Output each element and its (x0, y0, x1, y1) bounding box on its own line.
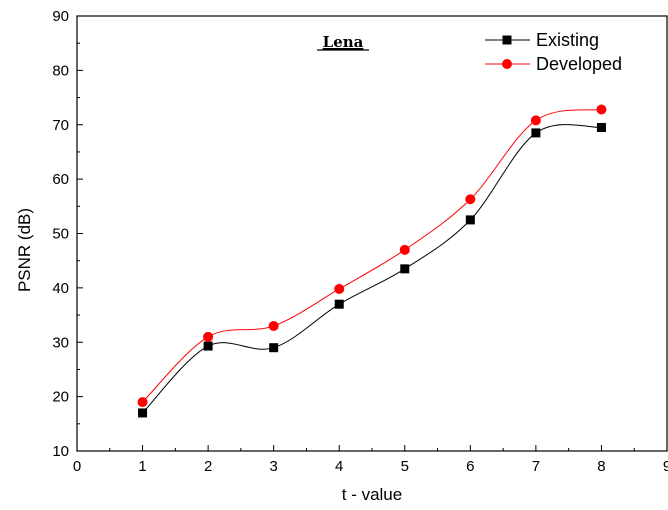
data-point-developed (268, 320, 279, 331)
data-point-developed (596, 104, 607, 115)
y-tick-label: 60 (52, 171, 69, 188)
y-tick-label: 40 (52, 280, 69, 297)
x-tick-label: 5 (401, 458, 409, 475)
x-tick-label: 4 (335, 458, 343, 475)
y-tick-label: 10 (52, 443, 69, 460)
y-tick-label: 70 (52, 117, 69, 134)
x-tick-label: 2 (204, 458, 212, 475)
data-point-existing (269, 343, 279, 353)
legend-label-existing: Existing (536, 30, 599, 50)
data-point-existing (531, 128, 541, 138)
data-point-existing (203, 341, 213, 351)
y-tick-label: 30 (52, 334, 69, 351)
data-point-existing (400, 264, 410, 274)
y-tick-label: 80 (52, 62, 69, 79)
x-tick-label: 9 (663, 458, 668, 475)
x-axis-title: t - value (342, 485, 402, 504)
y-tick-label: 20 (52, 389, 69, 406)
y-tick-label: 50 (52, 226, 69, 243)
data-point-existing (138, 408, 148, 418)
data-point-existing (334, 299, 344, 309)
axis-ticks (76, 15, 668, 452)
data-point-developed (399, 244, 410, 255)
legend-marker-existing (502, 35, 512, 45)
legend: Existing Developed (485, 30, 622, 74)
legend-label-developed: Developed (536, 54, 622, 74)
legend-marker-developed (502, 59, 512, 69)
x-tick-label: 1 (138, 458, 146, 475)
y-axis-title: PSNR (dB) (15, 208, 34, 292)
chart-title: Lena (323, 33, 364, 51)
x-tick-label: 3 (269, 458, 277, 475)
data-point-existing (465, 215, 475, 225)
x-tick-label: 6 (466, 458, 474, 475)
data-point-developed (334, 283, 345, 294)
series-line-developed (142, 109, 602, 403)
data-point-existing (596, 122, 606, 132)
data-point-developed (137, 397, 148, 408)
series-layer (137, 104, 607, 418)
data-point-developed (530, 115, 541, 126)
data-point-developed (203, 331, 214, 342)
y-tick-label: 90 (52, 8, 69, 25)
x-tick-label: 0 (73, 458, 81, 475)
x-tick-label: 8 (597, 458, 605, 475)
data-point-developed (465, 194, 476, 205)
tick-labels: 0 1 2 3 4 5 6 7 8 9 10 20 30 40 50 60 70 80 90 (52, 8, 668, 475)
series-line-existing (142, 124, 602, 414)
x-tick-label: 7 (532, 458, 540, 475)
